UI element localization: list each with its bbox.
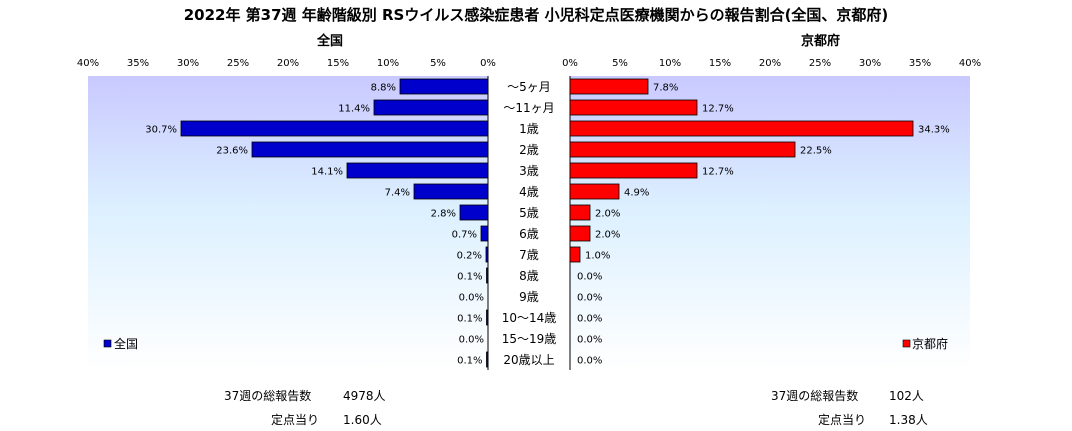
left-reports-value: 4978人: [343, 389, 386, 403]
left-per-value: 1.60人: [343, 413, 382, 427]
left-data-label: 14.1%: [311, 167, 343, 178]
left-bar: [373, 99, 489, 116]
category-label: 8歳: [519, 269, 539, 283]
right-data-label: 0.0%: [577, 272, 602, 283]
category-label: 9歳: [519, 290, 539, 304]
right-data-label: 2.0%: [595, 209, 620, 220]
right-bar: [569, 120, 914, 137]
right-data-label: 2.0%: [595, 230, 620, 241]
left-data-label: 0.0%: [459, 335, 484, 346]
right-data-label: 1.0%: [585, 251, 610, 262]
left-tick-label: 15%: [327, 58, 349, 69]
left-data-label: 2.8%: [431, 209, 456, 220]
right-reports-label: 37週の総報告数: [771, 389, 859, 403]
category-label: 10～14歳: [502, 311, 557, 325]
left-per-label: 定点当り: [271, 413, 320, 427]
chart-title: 2022年 第37週 年齢階級別 RSウイルス感染症患者 小児科定点医療機関から…: [183, 6, 889, 24]
right-data-label: 0.0%: [577, 314, 602, 325]
legend-label-kyoto: 京都府: [912, 336, 948, 351]
left-bar: [346, 162, 489, 179]
left-bar: [486, 309, 489, 326]
legend-label-all-japan: 全国: [114, 336, 138, 351]
right-subtitle: 京都府: [800, 34, 840, 49]
left-data-label: 8.8%: [371, 83, 396, 94]
legend-swatch-all-japan: [103, 339, 112, 348]
left-data-label: 0.1%: [457, 356, 482, 367]
left-data-label: 0.1%: [457, 314, 482, 325]
category-label: 4歳: [519, 185, 539, 199]
right-data-label: 7.8%: [653, 83, 678, 94]
left-tick-label: 0%: [480, 58, 496, 69]
right-tick-label: 25%: [809, 58, 831, 69]
left-bar: [251, 141, 489, 158]
category-label: 5歳: [519, 206, 539, 220]
left-bar: [459, 204, 489, 221]
left-data-label: 0.2%: [457, 251, 482, 262]
right-tick-label: 20%: [759, 58, 781, 69]
right-bar: [569, 99, 698, 116]
right-tick-label: 30%: [859, 58, 881, 69]
left-data-label: 23.6%: [216, 146, 248, 157]
left-bar: [180, 120, 489, 137]
right-per-value: 1.38人: [889, 413, 928, 427]
left-bar: [486, 351, 489, 368]
right-data-label: 12.7%: [702, 167, 734, 178]
left-data-label: 30.7%: [145, 125, 177, 136]
left-tick-label: 20%: [277, 58, 299, 69]
left-bar: [485, 246, 489, 263]
category-label: 7歳: [519, 248, 539, 262]
left-data-label: 11.4%: [338, 104, 370, 115]
right-data-label: 22.5%: [800, 146, 832, 157]
right-bar: [569, 162, 698, 179]
right-data-label: 0.0%: [577, 293, 602, 304]
right-tick-label: 40%: [959, 58, 981, 69]
category-label: 6歳: [519, 227, 539, 241]
right-data-label: 0.0%: [577, 356, 602, 367]
right-reports-value: 102人: [889, 389, 924, 403]
left-tick-label: 35%: [127, 58, 149, 69]
right-bar: [569, 78, 649, 95]
left-tick-label: 5%: [430, 58, 446, 69]
category-label: 20歳以上: [503, 353, 554, 367]
category-label: 3歳: [519, 164, 539, 178]
legend-swatch-kyoto: [902, 339, 911, 348]
right-data-label: 12.7%: [702, 104, 734, 115]
right-bar: [569, 204, 591, 221]
left-tick-label: 30%: [177, 58, 199, 69]
right-data-label: 4.9%: [624, 188, 649, 199]
left-plot-area: [88, 76, 488, 370]
right-data-label: 34.3%: [918, 125, 950, 136]
left-tick-label: 25%: [227, 58, 249, 69]
left-bar: [399, 78, 489, 95]
right-bar: [569, 141, 796, 158]
category-label: ～11ヶ月: [503, 101, 554, 115]
right-tick-label: 5%: [612, 58, 628, 69]
right-data-label: 0.0%: [577, 335, 602, 346]
left-data-label: 7.4%: [385, 188, 410, 199]
right-plot-area: [570, 76, 970, 370]
left-bar: [486, 267, 489, 284]
right-per-label: 定点当り: [818, 413, 867, 427]
left-reports-label: 37週の総報告数: [224, 389, 312, 403]
left-data-label: 0.7%: [452, 230, 477, 241]
right-tick-label: 10%: [659, 58, 681, 69]
right-bar: [569, 225, 591, 242]
left-tick-label: 10%: [377, 58, 399, 69]
category-label: 1歳: [519, 122, 539, 136]
left-bar: [413, 183, 489, 200]
left-data-label: 0.1%: [457, 272, 482, 283]
right-tick-label: 0%: [562, 58, 578, 69]
left-subtitle: 全国: [316, 34, 343, 49]
category-label: 2歳: [519, 143, 539, 157]
left-data-label: 0.0%: [459, 293, 484, 304]
right-bar: [569, 246, 581, 263]
right-tick-label: 35%: [909, 58, 931, 69]
category-label: 15～19歳: [502, 332, 557, 346]
right-tick-label: 15%: [709, 58, 731, 69]
left-bar: [480, 225, 489, 242]
right-bar: [569, 183, 620, 200]
category-label: ～5ヶ月: [507, 80, 551, 94]
left-tick-label: 40%: [77, 58, 99, 69]
